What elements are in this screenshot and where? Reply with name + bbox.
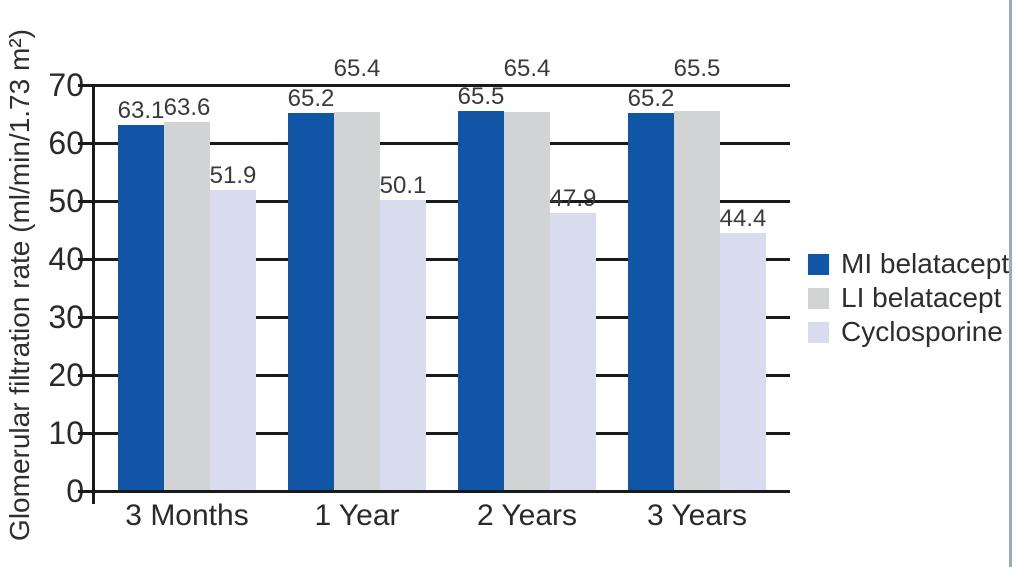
category-label: 3 Months (125, 499, 249, 532)
bar-mi-belatacept (628, 112, 674, 493)
category-label: 2 Years (476, 499, 578, 532)
x-axis-line (93, 489, 790, 493)
y-tick-label: 50 (48, 183, 84, 219)
bar-cyclosporine (550, 213, 596, 493)
y-tick-label: 10 (48, 415, 84, 451)
y-tick (78, 315, 94, 319)
y-tick (78, 373, 94, 377)
bar-li-belatacept (674, 111, 720, 493)
value-label: 65.5 (673, 55, 721, 82)
legend-item: Cyclosporine (808, 315, 1009, 349)
legend-swatch-icon (808, 287, 829, 309)
y-tick-label: 70 (48, 67, 84, 103)
page-right-border (1009, 0, 1012, 567)
y-tick-label: 20 (48, 357, 84, 393)
bar-cyclosporine (380, 200, 426, 493)
y-tick (78, 431, 94, 435)
bar-mi-belatacept (458, 111, 504, 493)
legend-item: MI belatacept (808, 247, 1009, 281)
value-label: 44.4 (719, 205, 767, 233)
y-tick (78, 83, 94, 87)
gridline (93, 373, 790, 377)
legend: MI belatacept LI belatacept Cyclosporine (808, 247, 1009, 349)
category-label: 1 Year (314, 499, 400, 532)
legend-item: LI belatacept (808, 281, 1009, 315)
value-label: 63.6 (163, 94, 211, 122)
y-axis-line (91, 85, 95, 504)
gridline (93, 257, 790, 261)
y-tick (78, 199, 94, 203)
legend-label: LI belatacept (841, 282, 1002, 313)
y-tick (78, 257, 94, 261)
gridline (93, 431, 790, 435)
value-label: 65.4 (503, 55, 551, 82)
gridline (93, 315, 790, 319)
legend-swatch-icon (808, 253, 829, 275)
value-label: 63.1 (117, 97, 165, 125)
bar-mi-belatacept (118, 125, 164, 493)
value-label: 65.2 (287, 84, 335, 112)
gridline (93, 141, 790, 145)
legend-label: MI belatacept (841, 248, 1010, 279)
bar-li-belatacept (164, 122, 210, 493)
bar-li-belatacept (504, 111, 550, 493)
value-label: 65.4 (333, 55, 381, 82)
gridline (93, 199, 790, 203)
y-tick (78, 489, 94, 493)
category-label: 3 Years (646, 499, 748, 532)
value-label: 65.2 (627, 84, 675, 112)
y-tick-label: 0 (66, 473, 84, 509)
value-label: 50.1 (379, 172, 427, 200)
y-tick-label: 40 (48, 241, 84, 277)
y-tick (78, 141, 94, 145)
bar-mi-belatacept (288, 112, 334, 493)
gridline (93, 83, 790, 87)
value-label: 51.9 (209, 161, 257, 189)
value-label: 47.9 (549, 185, 597, 213)
legend-swatch-icon (808, 321, 829, 343)
bar-cyclosporine (210, 189, 256, 493)
bar-li-belatacept (334, 111, 380, 493)
legend-label: Cyclosporine (841, 316, 1003, 347)
value-label: 65.5 (457, 83, 505, 111)
bar-cyclosporine (720, 233, 766, 493)
y-tick-label: 30 (48, 299, 84, 335)
y-tick-label: 60 (48, 125, 84, 161)
